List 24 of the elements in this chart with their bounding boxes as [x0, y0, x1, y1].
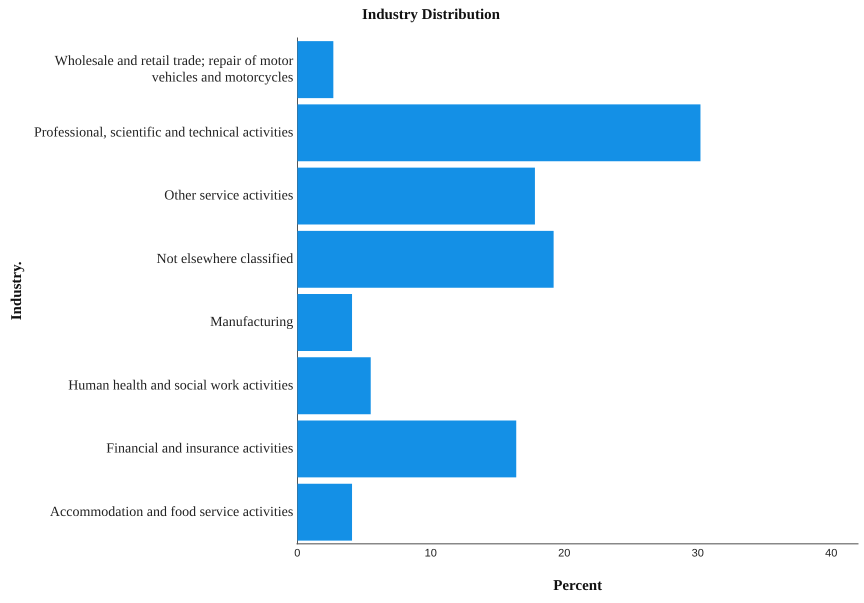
x-tick-label: 40	[825, 547, 838, 560]
x-axis-title: Percent	[553, 578, 602, 594]
bar	[297, 357, 371, 414]
bar	[297, 294, 352, 351]
bar	[297, 230, 554, 288]
y-axis-title: Industry.	[8, 261, 25, 320]
bar	[297, 168, 535, 225]
y-tick-label: Other service activities	[164, 188, 294, 204]
x-tick-label: 0	[294, 547, 300, 560]
x-tick-label: 30	[692, 547, 704, 560]
y-tick-label: Financial and insurance activities	[106, 442, 294, 457]
y-tick-label: Human health and social work activities	[68, 378, 294, 394]
x-tick-label: 10	[424, 547, 437, 560]
bar	[297, 104, 700, 162]
y-tick-label: Accommodation and food service activities	[50, 504, 294, 520]
bar	[297, 420, 516, 478]
bar	[297, 41, 334, 98]
x-tick-label: 20	[558, 547, 570, 560]
bar	[297, 484, 352, 541]
chart-title: Industry Distribution	[362, 6, 501, 23]
y-tick-label: Professional, scientific and technical activities	[34, 126, 294, 141]
y-tick-label: Manufacturing	[210, 315, 294, 330]
y-tick-label: Not elsewhere classified	[156, 252, 294, 267]
y-tick-label: Wholesale and retail trade; repair of motor vehicles and motorcycles	[54, 54, 294, 86]
